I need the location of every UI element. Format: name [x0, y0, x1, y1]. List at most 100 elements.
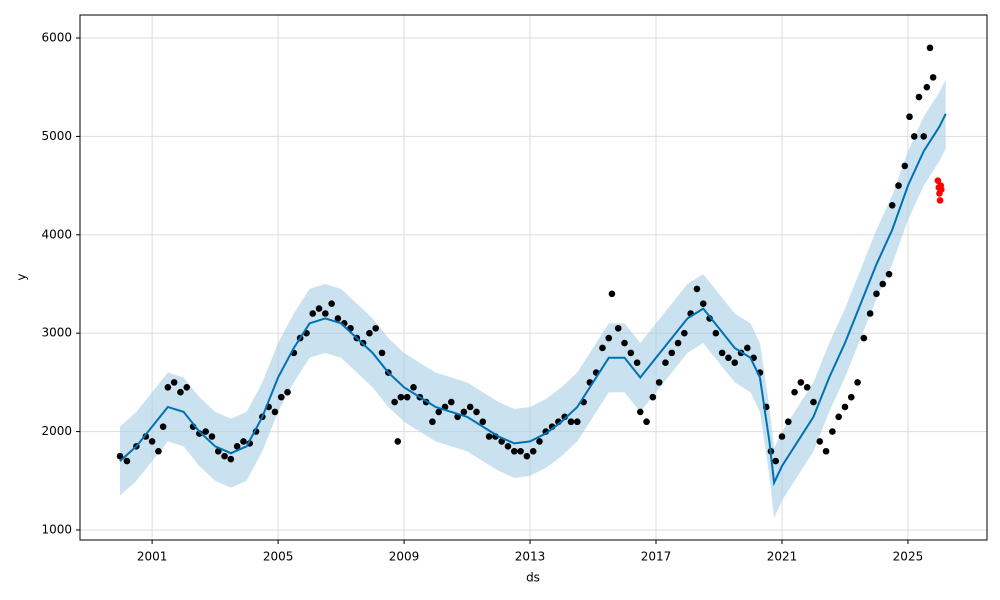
observed-point	[627, 349, 635, 357]
forecast-line	[119, 113, 947, 487]
observed-point	[510, 447, 518, 455]
observed-point	[674, 339, 682, 347]
observed-point	[712, 329, 720, 337]
observed-point	[328, 300, 335, 307]
observed-point	[366, 329, 373, 337]
observed-point	[649, 393, 657, 401]
holdout-point	[938, 186, 945, 193]
x-tick-label: 2001	[137, 550, 168, 564]
y-tick-label: 1000	[41, 522, 72, 536]
observed-point	[372, 324, 380, 332]
x-axis-label: ds	[526, 571, 540, 585]
observed-point	[473, 408, 480, 416]
observed-point	[926, 44, 934, 52]
observed-point	[214, 447, 222, 455]
observed-point	[183, 384, 191, 391]
y-tick-label: 6000	[41, 31, 72, 45]
observed-point	[879, 280, 887, 288]
observed-point	[155, 447, 162, 455]
observed-point	[633, 359, 641, 367]
observed-point	[567, 418, 575, 426]
observed-point	[923, 83, 931, 91]
observed-point	[573, 418, 581, 426]
observed-point	[681, 329, 688, 337]
observed-point	[315, 305, 323, 312]
observed-point	[435, 408, 443, 416]
observed-point	[910, 133, 918, 140]
observed-point	[397, 393, 405, 401]
observed-point	[221, 452, 228, 460]
y-tick-label: 4000	[41, 227, 72, 241]
observed-point	[608, 290, 616, 298]
observed-point	[479, 418, 487, 426]
observed-point	[159, 423, 167, 430]
observed-point	[536, 438, 543, 445]
observed-point	[148, 438, 156, 445]
observed-point	[847, 393, 855, 401]
observed-point	[929, 74, 937, 81]
observed-point	[668, 349, 676, 357]
observed-point	[816, 438, 824, 445]
observed-point	[655, 379, 663, 386]
x-tick-label: 2025	[893, 550, 924, 564]
observed-point	[614, 324, 622, 332]
observed-point	[460, 408, 468, 416]
observed-point	[835, 413, 842, 421]
y-axis-label: y	[15, 273, 29, 280]
observed-point	[202, 428, 209, 435]
x-tick-label: 2021	[767, 550, 798, 564]
observed-point	[791, 388, 798, 396]
x-tick-label: 2013	[515, 550, 546, 564]
observed-point	[334, 315, 342, 322]
observed-point	[822, 447, 830, 455]
x-tick-label: 2005	[263, 550, 294, 564]
observed-point	[394, 438, 402, 445]
observed-point	[523, 452, 531, 460]
observed-point	[841, 403, 849, 411]
observed-point	[517, 447, 524, 455]
y-tick-label: 2000	[41, 424, 72, 438]
observed-point	[854, 379, 861, 386]
observed-point	[605, 334, 613, 342]
observed-point	[391, 398, 398, 406]
observed-point	[309, 310, 317, 317]
observed-point	[170, 379, 178, 386]
observed-point	[906, 113, 913, 121]
y-tick-label: 5000	[41, 129, 72, 143]
observed-point	[240, 438, 247, 445]
observed-point	[599, 344, 606, 352]
observed-point	[866, 310, 874, 317]
holdout-point	[936, 197, 944, 204]
observed-point	[322, 310, 329, 317]
observed-point	[803, 384, 811, 391]
observed-point	[810, 398, 817, 406]
observed-point	[915, 93, 923, 101]
x-tick-label: 2017	[641, 550, 672, 564]
observed-point	[725, 354, 732, 362]
y-tick-label: 3000	[41, 326, 72, 340]
observed-point	[410, 384, 417, 391]
observed-point	[271, 408, 279, 416]
observed-point	[873, 290, 880, 298]
observed-point	[699, 300, 707, 307]
observed-point	[636, 408, 644, 416]
observed-point	[784, 418, 792, 426]
observed-point	[885, 270, 893, 278]
observed-point	[860, 334, 868, 342]
observed-point	[529, 447, 537, 455]
observed-point	[116, 452, 124, 460]
observed-point	[643, 418, 650, 426]
observed-point	[177, 388, 184, 396]
holdout-point	[934, 177, 942, 184]
observed-point	[731, 359, 739, 367]
observed-point	[920, 133, 927, 140]
observed-point	[208, 433, 216, 440]
observed-point	[888, 201, 896, 209]
uncertainty-band	[119, 79, 946, 519]
observed-point	[718, 349, 726, 357]
plot-frame	[79, 14, 988, 541]
observed-point	[233, 443, 241, 450]
observed-point	[227, 455, 235, 463]
observed-point	[797, 379, 805, 386]
observed-point	[504, 443, 512, 450]
